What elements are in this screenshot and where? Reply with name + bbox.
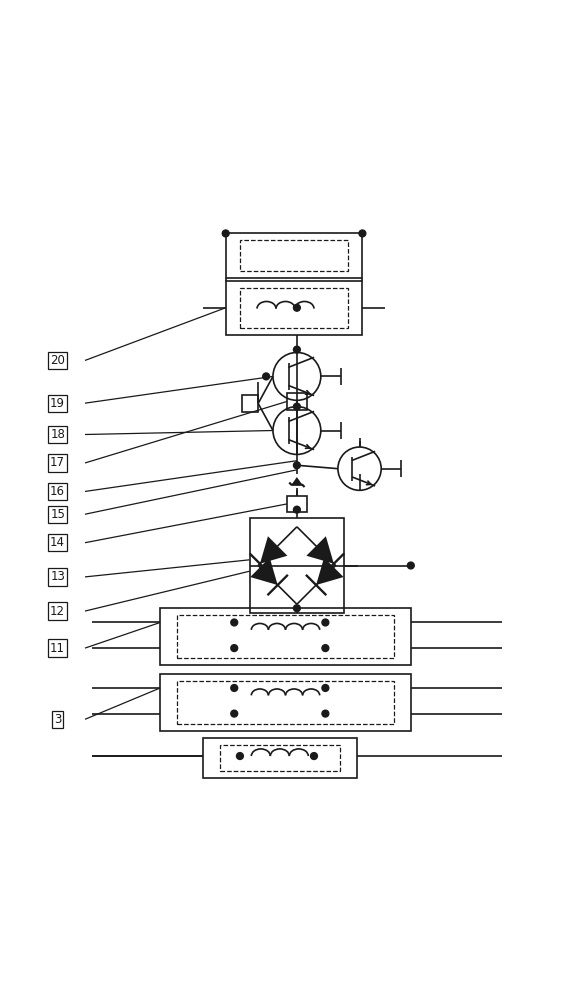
Circle shape (322, 685, 329, 691)
Circle shape (322, 619, 329, 626)
Text: 15: 15 (50, 508, 65, 521)
Circle shape (231, 645, 238, 652)
Bar (287, 496, 307, 512)
Bar (177, 615, 394, 658)
Circle shape (311, 753, 317, 759)
Polygon shape (250, 558, 278, 585)
Text: 18: 18 (50, 428, 65, 441)
Bar (160, 674, 411, 731)
Circle shape (407, 562, 414, 569)
Circle shape (231, 685, 238, 691)
Circle shape (322, 645, 329, 652)
Circle shape (222, 230, 229, 237)
Circle shape (236, 753, 243, 759)
Polygon shape (260, 536, 287, 564)
Text: 11: 11 (50, 642, 65, 655)
Bar (220, 745, 340, 771)
Bar (250, 518, 344, 613)
Text: 13: 13 (50, 570, 65, 583)
Bar (226, 281, 363, 335)
Circle shape (293, 304, 300, 311)
Bar (287, 393, 307, 410)
Circle shape (293, 506, 300, 513)
Circle shape (293, 403, 300, 410)
Circle shape (293, 346, 300, 353)
Bar (226, 233, 363, 278)
Text: 14: 14 (50, 536, 65, 549)
Polygon shape (291, 477, 302, 485)
Text: 17: 17 (50, 456, 65, 469)
Text: 12: 12 (50, 605, 65, 618)
Circle shape (293, 605, 300, 612)
Bar (242, 395, 258, 412)
Circle shape (231, 619, 238, 626)
Circle shape (293, 462, 300, 469)
Bar (160, 608, 411, 665)
Bar (240, 288, 348, 328)
Text: 20: 20 (50, 354, 65, 367)
Circle shape (263, 373, 270, 380)
Polygon shape (307, 536, 334, 564)
Circle shape (231, 710, 238, 717)
Circle shape (359, 230, 366, 237)
Bar (240, 240, 348, 271)
Polygon shape (316, 558, 344, 585)
Text: 16: 16 (50, 485, 65, 498)
Bar (177, 681, 394, 724)
Text: 19: 19 (50, 397, 65, 410)
Bar (203, 738, 357, 778)
Text: 3: 3 (54, 713, 61, 726)
Circle shape (322, 710, 329, 717)
